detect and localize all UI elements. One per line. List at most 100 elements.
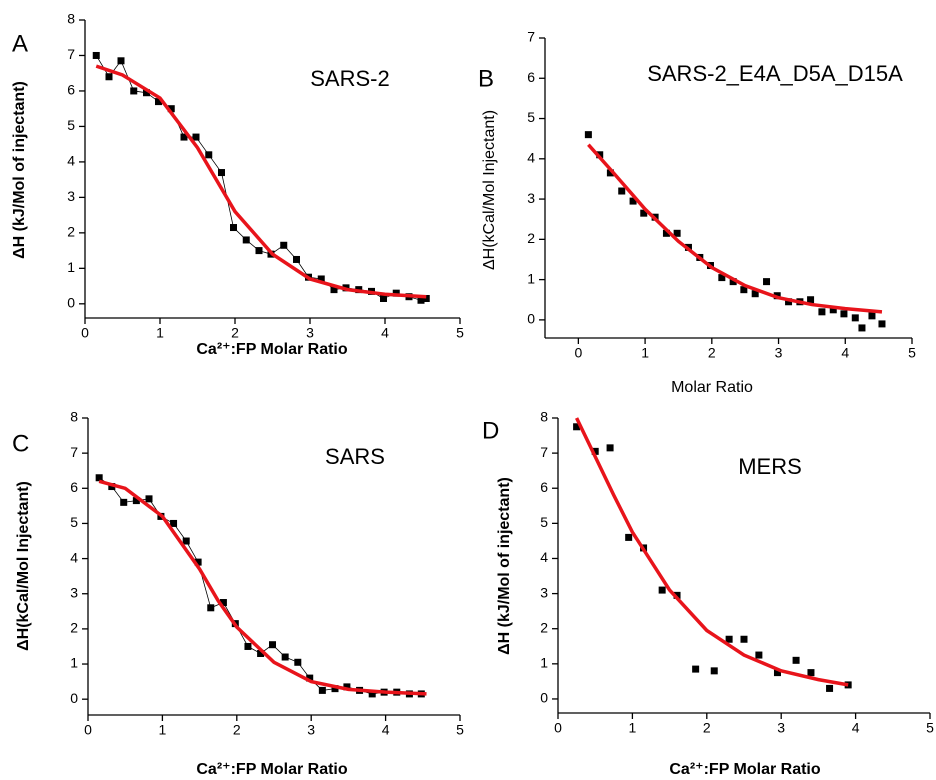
y-axis-label: ΔH(kCal/Mol Injectant) [481, 110, 498, 270]
x-tick-label: 0 [81, 325, 89, 341]
y-tick-label: 7 [527, 29, 535, 45]
data-point [662, 229, 670, 237]
y-tick-label: 0 [70, 690, 78, 706]
data-point [294, 658, 302, 666]
x-axis-label: Molar Ratio [671, 379, 753, 396]
data-point [658, 586, 666, 594]
y-tick-label: 3 [70, 584, 78, 600]
x-axis-label: Ca²⁺:FP Molar Ratio [669, 761, 821, 778]
data-point [207, 604, 215, 612]
data-point [573, 423, 581, 431]
data-point [807, 296, 815, 304]
x-tick-label: 5 [456, 722, 464, 738]
y-tick-label: 8 [67, 11, 75, 27]
x-tick-label: 5 [926, 720, 934, 736]
x-tick-label: 2 [708, 345, 716, 361]
x-tick-label: 2 [231, 325, 239, 341]
x-tick-label: 1 [641, 345, 649, 361]
data-point [785, 298, 793, 306]
data-point [640, 209, 648, 217]
y-tick-label: 5 [70, 514, 78, 530]
data-point [417, 296, 425, 304]
y-tick-label: 6 [527, 69, 535, 85]
x-axis-label: Ca²⁺:FP Molar Ratio [196, 341, 348, 358]
y-tick-label: 0 [67, 295, 75, 311]
data-point [194, 558, 202, 566]
y-axis-label: ΔH (kJ/Mol of injectant) [11, 81, 28, 259]
fit-curve [587, 143, 883, 314]
x-tick-label: 4 [381, 325, 389, 341]
x-tick-label: 1 [156, 325, 164, 341]
data-point [92, 51, 100, 59]
data-point [317, 275, 325, 283]
y-tick-label: 6 [540, 479, 548, 495]
data-point [591, 447, 599, 455]
data-point [368, 690, 376, 698]
data-point [618, 187, 626, 195]
data-point [244, 642, 252, 650]
data-point [132, 497, 140, 505]
data-point [878, 320, 886, 328]
data-point [740, 635, 748, 643]
data-point [851, 314, 859, 322]
y-tick-label: 2 [67, 224, 75, 240]
y-tick-label: 4 [70, 549, 78, 565]
data-point [422, 294, 430, 302]
data-point [167, 105, 175, 113]
x-tick-label: 3 [777, 720, 785, 736]
panel-label: B [478, 65, 494, 92]
data-point [629, 197, 637, 205]
data-point [218, 169, 225, 177]
data-point [155, 98, 162, 106]
data-point [306, 674, 314, 682]
x-tick-label: 3 [307, 722, 315, 738]
y-tick-label: 7 [67, 46, 75, 62]
x-tick-label: 2 [233, 722, 241, 738]
data-point [145, 495, 153, 503]
fit-curve [98, 479, 427, 696]
data-point [606, 169, 614, 177]
data-point [596, 151, 604, 159]
data-point [792, 656, 800, 664]
data-point [143, 89, 150, 97]
data-point [755, 651, 763, 659]
data-point [293, 255, 300, 263]
x-tick-label: 4 [852, 720, 860, 736]
y-tick-label: 1 [540, 655, 548, 671]
x-tick-label: 3 [775, 345, 783, 361]
y-tick-label: 6 [67, 82, 75, 98]
data-point [255, 247, 263, 255]
data-point [257, 649, 265, 657]
connector-line [98, 477, 422, 695]
data-point [718, 274, 726, 282]
x-axis-label: Ca²⁺:FP Molar Ratio [196, 761, 348, 778]
y-tick-label: 3 [527, 190, 535, 206]
panel-label: A [12, 30, 28, 57]
x-tick-label: 1 [159, 722, 167, 738]
data-point [281, 653, 289, 661]
x-tick-label: 4 [841, 345, 849, 361]
panel-title: MERS [738, 454, 802, 479]
data-point [318, 686, 326, 694]
fit-curve [575, 417, 849, 687]
fit-curve [95, 64, 427, 299]
y-tick-label: 7 [70, 444, 78, 460]
data-point [625, 533, 633, 541]
data-point [826, 684, 834, 692]
x-tick-label: 3 [306, 325, 314, 341]
data-point [829, 306, 837, 314]
y-tick-label: 2 [540, 619, 548, 635]
data-point [858, 324, 866, 332]
data-point [740, 286, 748, 294]
panel-title: SARS-2 [310, 66, 389, 91]
data-point [95, 474, 103, 482]
x-tick-label: 5 [456, 325, 464, 341]
y-axis-label: ΔH(kCal/Mol Injectant) [15, 481, 32, 651]
x-tick-label: 0 [554, 720, 562, 736]
y-tick-label: 5 [527, 109, 535, 125]
y-tick-label: 0 [527, 311, 535, 327]
y-tick-label: 1 [67, 259, 75, 275]
y-tick-label: 8 [70, 409, 78, 425]
data-point [170, 519, 178, 527]
x-tick-label: 5 [908, 345, 916, 361]
